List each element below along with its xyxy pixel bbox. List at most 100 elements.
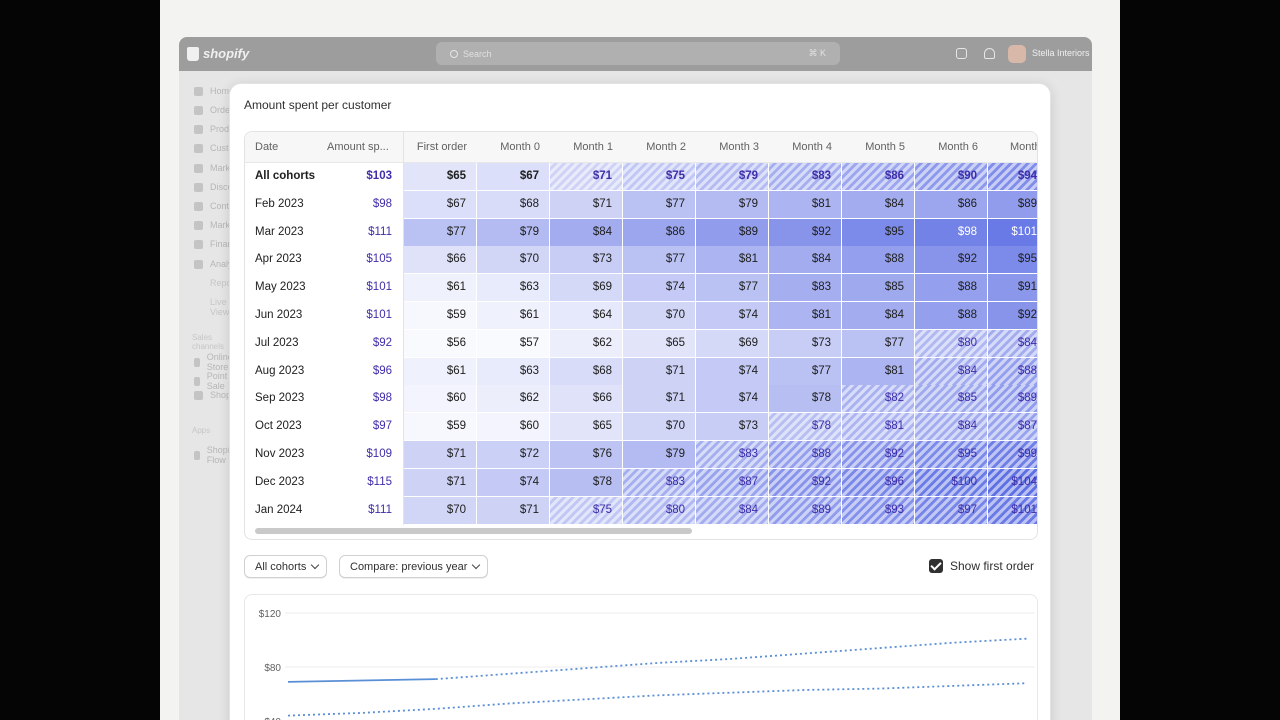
cohort-date-cell: Jul 2023: [245, 329, 320, 357]
cohort-value-cell: $96: [842, 468, 915, 496]
store-icon: [194, 357, 200, 367]
sidebar-item-finance[interactable]: Finance: [194, 239, 242, 249]
cohort-value-cell: $78: [769, 413, 842, 441]
apps-heading: Apps: [192, 426, 211, 435]
table-header-row: Date Amount sp... First order Month 0 Month …: [245, 132, 1038, 163]
cohort-date-cell: All cohorts: [245, 163, 320, 190]
cohort-value-cell: $71: [477, 496, 550, 524]
store-avatar[interactable]: [1008, 45, 1026, 63]
logo-text: shopify: [203, 46, 250, 61]
sidebar-item-live-view[interactable]: Live View: [210, 297, 230, 317]
cohort-value-cell: $81: [696, 246, 769, 274]
cohort-value-cell: $89: [769, 496, 842, 524]
column-header[interactable]: Month 0: [500, 141, 540, 153]
cohort-value-cell: $92: [769, 218, 842, 246]
cohort-value-cell: $96: [320, 357, 403, 385]
column-header[interactable]: Month 1: [573, 141, 613, 153]
cohort-value-cell: $61: [403, 274, 477, 302]
shopify-logo[interactable]: shopify: [187, 46, 249, 61]
column-header[interactable]: First order: [416, 141, 467, 153]
cohort-value-cell: $94: [988, 163, 1037, 190]
chevron-down-icon: [472, 560, 481, 570]
show-first-order-label[interactable]: Show first order: [950, 559, 1035, 573]
sidebar-item-home[interactable]: Home: [194, 86, 234, 96]
cohort-value-cell: $89: [988, 190, 1037, 218]
column-header[interactable]: Month 4: [792, 141, 832, 153]
sidebar-item-analytics[interactable]: Analytics: [194, 259, 246, 269]
store-name[interactable]: Stella Interiors: [1032, 48, 1090, 58]
cohort-value-cell: $90: [915, 163, 988, 190]
content-icon: [194, 201, 203, 211]
cohort-value-cell: $83: [769, 274, 842, 302]
cohort-value-cell: $84: [915, 357, 988, 385]
search-input[interactable]: Search ⌘ K: [436, 42, 840, 65]
show-first-order-checkbox[interactable]: [929, 559, 943, 573]
cohort-value-cell: $79: [477, 218, 550, 246]
column-header[interactable]: Amount sp...: [327, 141, 389, 153]
table-row: Jan 2024 $111 $70 $71 $75 $80 $84 $89 $93 $97 $101: [245, 496, 1037, 525]
sidebar-item-content[interactable]: Content: [194, 201, 242, 211]
sidebar-item-point-of-sale[interactable]: Point of Sale: [194, 371, 239, 391]
column-header[interactable]: Date: [255, 141, 279, 153]
cohort-value-cell: $98: [320, 190, 403, 218]
cohort-value-cell: $86: [623, 218, 696, 246]
inbox-icon[interactable]: [956, 48, 967, 59]
cohort-select[interactable]: All cohorts: [244, 555, 328, 578]
cohort-value-cell: $87: [696, 468, 769, 496]
sidebar-item-shop[interactable]: Shop: [194, 390, 231, 400]
sidebar-item-online-store[interactable]: Online Store: [194, 352, 239, 372]
horizontal-scrollbar[interactable]: [255, 528, 1035, 534]
column-header[interactable]: Month 6: [938, 141, 978, 153]
shop-icon: [194, 390, 203, 400]
column-header[interactable]: Month 7: [1010, 141, 1038, 153]
scrollbar-thumb[interactable]: [255, 528, 692, 534]
table-row: All cohorts $103 $65 $67 $71 $75 $79 $83 $86 $90 $…: [245, 163, 1037, 191]
cohort-value-cell: $88: [915, 274, 988, 302]
cohort-value-cell: $81: [842, 413, 915, 441]
cohort-value-cell: $84: [842, 302, 915, 329]
cohort-value-cell: $68: [550, 357, 623, 385]
table-row: May 2023 $101 $61 $63 $69 $74 $77 $83 $85 $88 $91: [245, 274, 1037, 302]
cohort-value-cell: $87: [988, 413, 1037, 441]
cohort-value-cell: $73: [550, 246, 623, 274]
cohort-value-cell: $103: [320, 163, 403, 190]
search-placeholder: Search: [463, 48, 492, 59]
cohort-value-cell: $88: [769, 441, 842, 468]
cohort-value-cell: $77: [623, 246, 696, 274]
cohort-value-cell: $81: [769, 302, 842, 329]
cohort-value-cell: $60: [477, 413, 550, 441]
table-row: Jun 2023 $101 $59 $61 $64 $70 $74 $81 $84 $88 $92: [245, 302, 1037, 330]
cohort-value-cell: $97: [320, 413, 403, 441]
cohort-value-cell: $73: [769, 329, 842, 357]
bell-icon[interactable]: [984, 48, 995, 59]
cohort-value-cell: $86: [915, 190, 988, 218]
column-header[interactable]: Month 2: [646, 141, 686, 153]
sidebar-item-app[interactable]: Shopify Flow: [194, 445, 240, 465]
cohort-value-cell: $92: [915, 246, 988, 274]
cohort-value-cell: $60: [403, 385, 477, 413]
cohort-value-cell: $66: [550, 385, 623, 413]
shopify-bag-icon: [187, 46, 199, 61]
cohort-value-cell: $79: [696, 190, 769, 218]
cohort-table[interactable]: Date Amount sp... First order Month 0 Month …: [244, 131, 1038, 540]
cohort-value-cell: $83: [696, 441, 769, 468]
sidebar-item-products[interactable]: Products: [194, 124, 246, 134]
cohort-value-cell: $84: [915, 413, 988, 441]
cohort-value-cell: $115: [320, 468, 403, 496]
column-header[interactable]: Month 5: [865, 141, 905, 153]
cohort-value-cell: $95: [988, 246, 1037, 274]
table-row: Dec 2023 $115 $71 $74 $78 $83 $87 $92 $96 $100 $10…: [245, 468, 1037, 497]
column-header[interactable]: Month 3: [719, 141, 759, 153]
sidebar-item-markets[interactable]: Markets: [194, 220, 242, 230]
sidebar-item-orders[interactable]: Orders: [194, 105, 238, 115]
cohort-value-cell: $62: [477, 385, 550, 413]
cohort-value-cell: $111: [320, 496, 403, 524]
cohort-value-cell: $71: [550, 190, 623, 218]
compare-select[interactable]: Compare: previous year: [339, 555, 489, 578]
cohort-value-cell: $78: [769, 385, 842, 413]
modal-title: Amount spent per customer: [244, 98, 392, 112]
cohort-value-cell: $85: [842, 274, 915, 302]
sidebar-item-reports[interactable]: Reports: [210, 278, 242, 288]
cohort-value-cell: $61: [477, 302, 550, 329]
cohort-modal: Amount spent per customer Date Amount sp.…: [229, 83, 1051, 720]
